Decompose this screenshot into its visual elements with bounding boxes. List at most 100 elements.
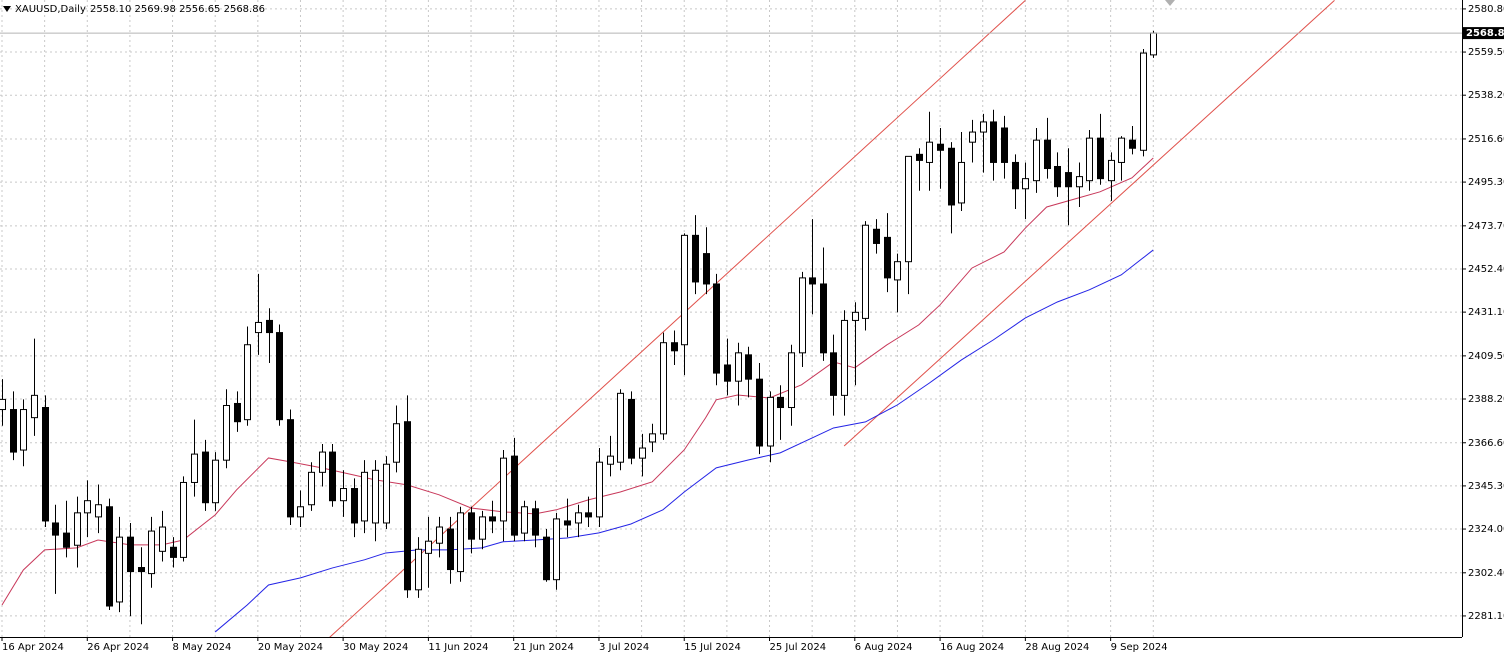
candle-body bbox=[415, 548, 422, 591]
candle-body bbox=[266, 319, 273, 334]
candle-body bbox=[756, 378, 763, 447]
candle-body bbox=[223, 404, 230, 461]
candle-body bbox=[106, 506, 113, 607]
x-tick-label: 6 Aug 2024 bbox=[855, 642, 913, 653]
x-tick-label: 26 Apr 2024 bbox=[87, 642, 149, 653]
candle-body bbox=[916, 153, 923, 161]
candle-body bbox=[862, 224, 869, 319]
candle-body bbox=[1054, 165, 1061, 188]
y-tick-label: 2409.50 bbox=[1468, 351, 1504, 362]
candle-body bbox=[799, 277, 806, 354]
candle-body bbox=[425, 540, 432, 554]
candle-body bbox=[1108, 159, 1115, 182]
x-tick-label: 25 Jul 2024 bbox=[770, 642, 827, 653]
y-tick-label: 2345.30 bbox=[1468, 481, 1504, 492]
candle-body bbox=[393, 423, 400, 463]
candle-body bbox=[42, 407, 49, 522]
candle-body bbox=[468, 512, 475, 540]
candle-body bbox=[127, 536, 134, 573]
candle-body bbox=[873, 228, 880, 244]
candle-body bbox=[575, 512, 582, 524]
candle-body bbox=[191, 453, 198, 483]
candle-body bbox=[617, 392, 624, 463]
candle-body bbox=[297, 506, 304, 518]
candle-body bbox=[1033, 139, 1040, 182]
trend-line bbox=[843, 0, 1335, 447]
candle-body bbox=[926, 141, 933, 163]
candle-body bbox=[308, 471, 315, 506]
candle-body bbox=[703, 253, 710, 285]
candle-body bbox=[500, 457, 507, 522]
candle-body bbox=[116, 536, 123, 603]
candle-body bbox=[212, 459, 219, 504]
candle-body bbox=[628, 398, 635, 459]
candle-body bbox=[1022, 178, 1029, 190]
candle-body bbox=[788, 352, 795, 409]
candle-body bbox=[564, 520, 571, 526]
candle-body bbox=[841, 319, 848, 396]
x-tick-label: 11 Jun 2024 bbox=[428, 642, 488, 653]
ohlc-label: 2558.10 2569.98 2556.65 2568.86 bbox=[90, 4, 265, 15]
candle-body bbox=[1001, 127, 1008, 163]
candle-body bbox=[777, 396, 784, 409]
candle-body bbox=[1140, 52, 1147, 151]
candle-body bbox=[0, 398, 6, 411]
candle-body bbox=[1065, 172, 1072, 188]
y-tick-label: 2431.10 bbox=[1468, 307, 1504, 318]
candle-body bbox=[553, 518, 560, 581]
candle-body bbox=[234, 402, 241, 423]
x-tick-label: 15 Jul 2024 bbox=[684, 642, 741, 653]
candle-body bbox=[607, 455, 614, 465]
candle-body bbox=[479, 516, 486, 540]
candle-body bbox=[820, 283, 827, 354]
candle-body bbox=[521, 506, 528, 534]
candle-body bbox=[84, 500, 91, 514]
candle-body bbox=[649, 433, 656, 443]
candle-body bbox=[372, 469, 379, 524]
y-tick-label: 2324.00 bbox=[1468, 524, 1504, 535]
candle-body bbox=[404, 421, 411, 591]
candle-body bbox=[170, 546, 177, 558]
candle-body bbox=[713, 283, 720, 374]
candle-body bbox=[1076, 176, 1083, 188]
x-tick-label: 30 May 2024 bbox=[343, 642, 408, 653]
candle-body bbox=[95, 504, 102, 518]
y-tick-label: 2281.10 bbox=[1468, 611, 1504, 622]
shift-marker bbox=[1165, 0, 1175, 6]
candle-body bbox=[980, 121, 987, 133]
y-tick-label: 2302.40 bbox=[1468, 568, 1504, 579]
candle-body bbox=[351, 488, 358, 524]
candle-body bbox=[830, 352, 837, 396]
candle-body bbox=[276, 332, 283, 421]
candle-body bbox=[894, 261, 901, 281]
candle-body bbox=[20, 409, 27, 451]
y-tick-label: 2452.40 bbox=[1468, 264, 1504, 275]
candle-body bbox=[52, 522, 59, 536]
candle-body bbox=[1044, 139, 1051, 170]
plot-area bbox=[0, 0, 1462, 637]
moving-average bbox=[214, 249, 1154, 633]
candle-body bbox=[809, 277, 816, 285]
candle-body bbox=[1012, 161, 1019, 190]
candle-body bbox=[244, 344, 251, 421]
candle-body bbox=[319, 451, 326, 473]
candle-body bbox=[457, 512, 464, 573]
x-tick-label: 28 Aug 2024 bbox=[1025, 642, 1089, 653]
candle-body bbox=[31, 394, 38, 419]
candle-body bbox=[990, 121, 997, 163]
candle-body bbox=[340, 488, 347, 502]
candle-body bbox=[969, 131, 976, 143]
candle-body bbox=[1118, 137, 1125, 163]
x-tick-label: 9 Sep 2024 bbox=[1111, 642, 1168, 653]
candle-body bbox=[767, 396, 774, 447]
y-tick-label: 2538.20 bbox=[1468, 90, 1504, 101]
candle-body bbox=[745, 354, 752, 380]
candle-body bbox=[329, 451, 336, 502]
candle-body bbox=[383, 463, 390, 524]
candle-body bbox=[585, 512, 592, 518]
candle-body bbox=[937, 143, 944, 151]
last-price-box bbox=[1463, 27, 1504, 40]
x-tick-label: 20 May 2024 bbox=[258, 642, 323, 653]
candle-body bbox=[489, 516, 496, 522]
